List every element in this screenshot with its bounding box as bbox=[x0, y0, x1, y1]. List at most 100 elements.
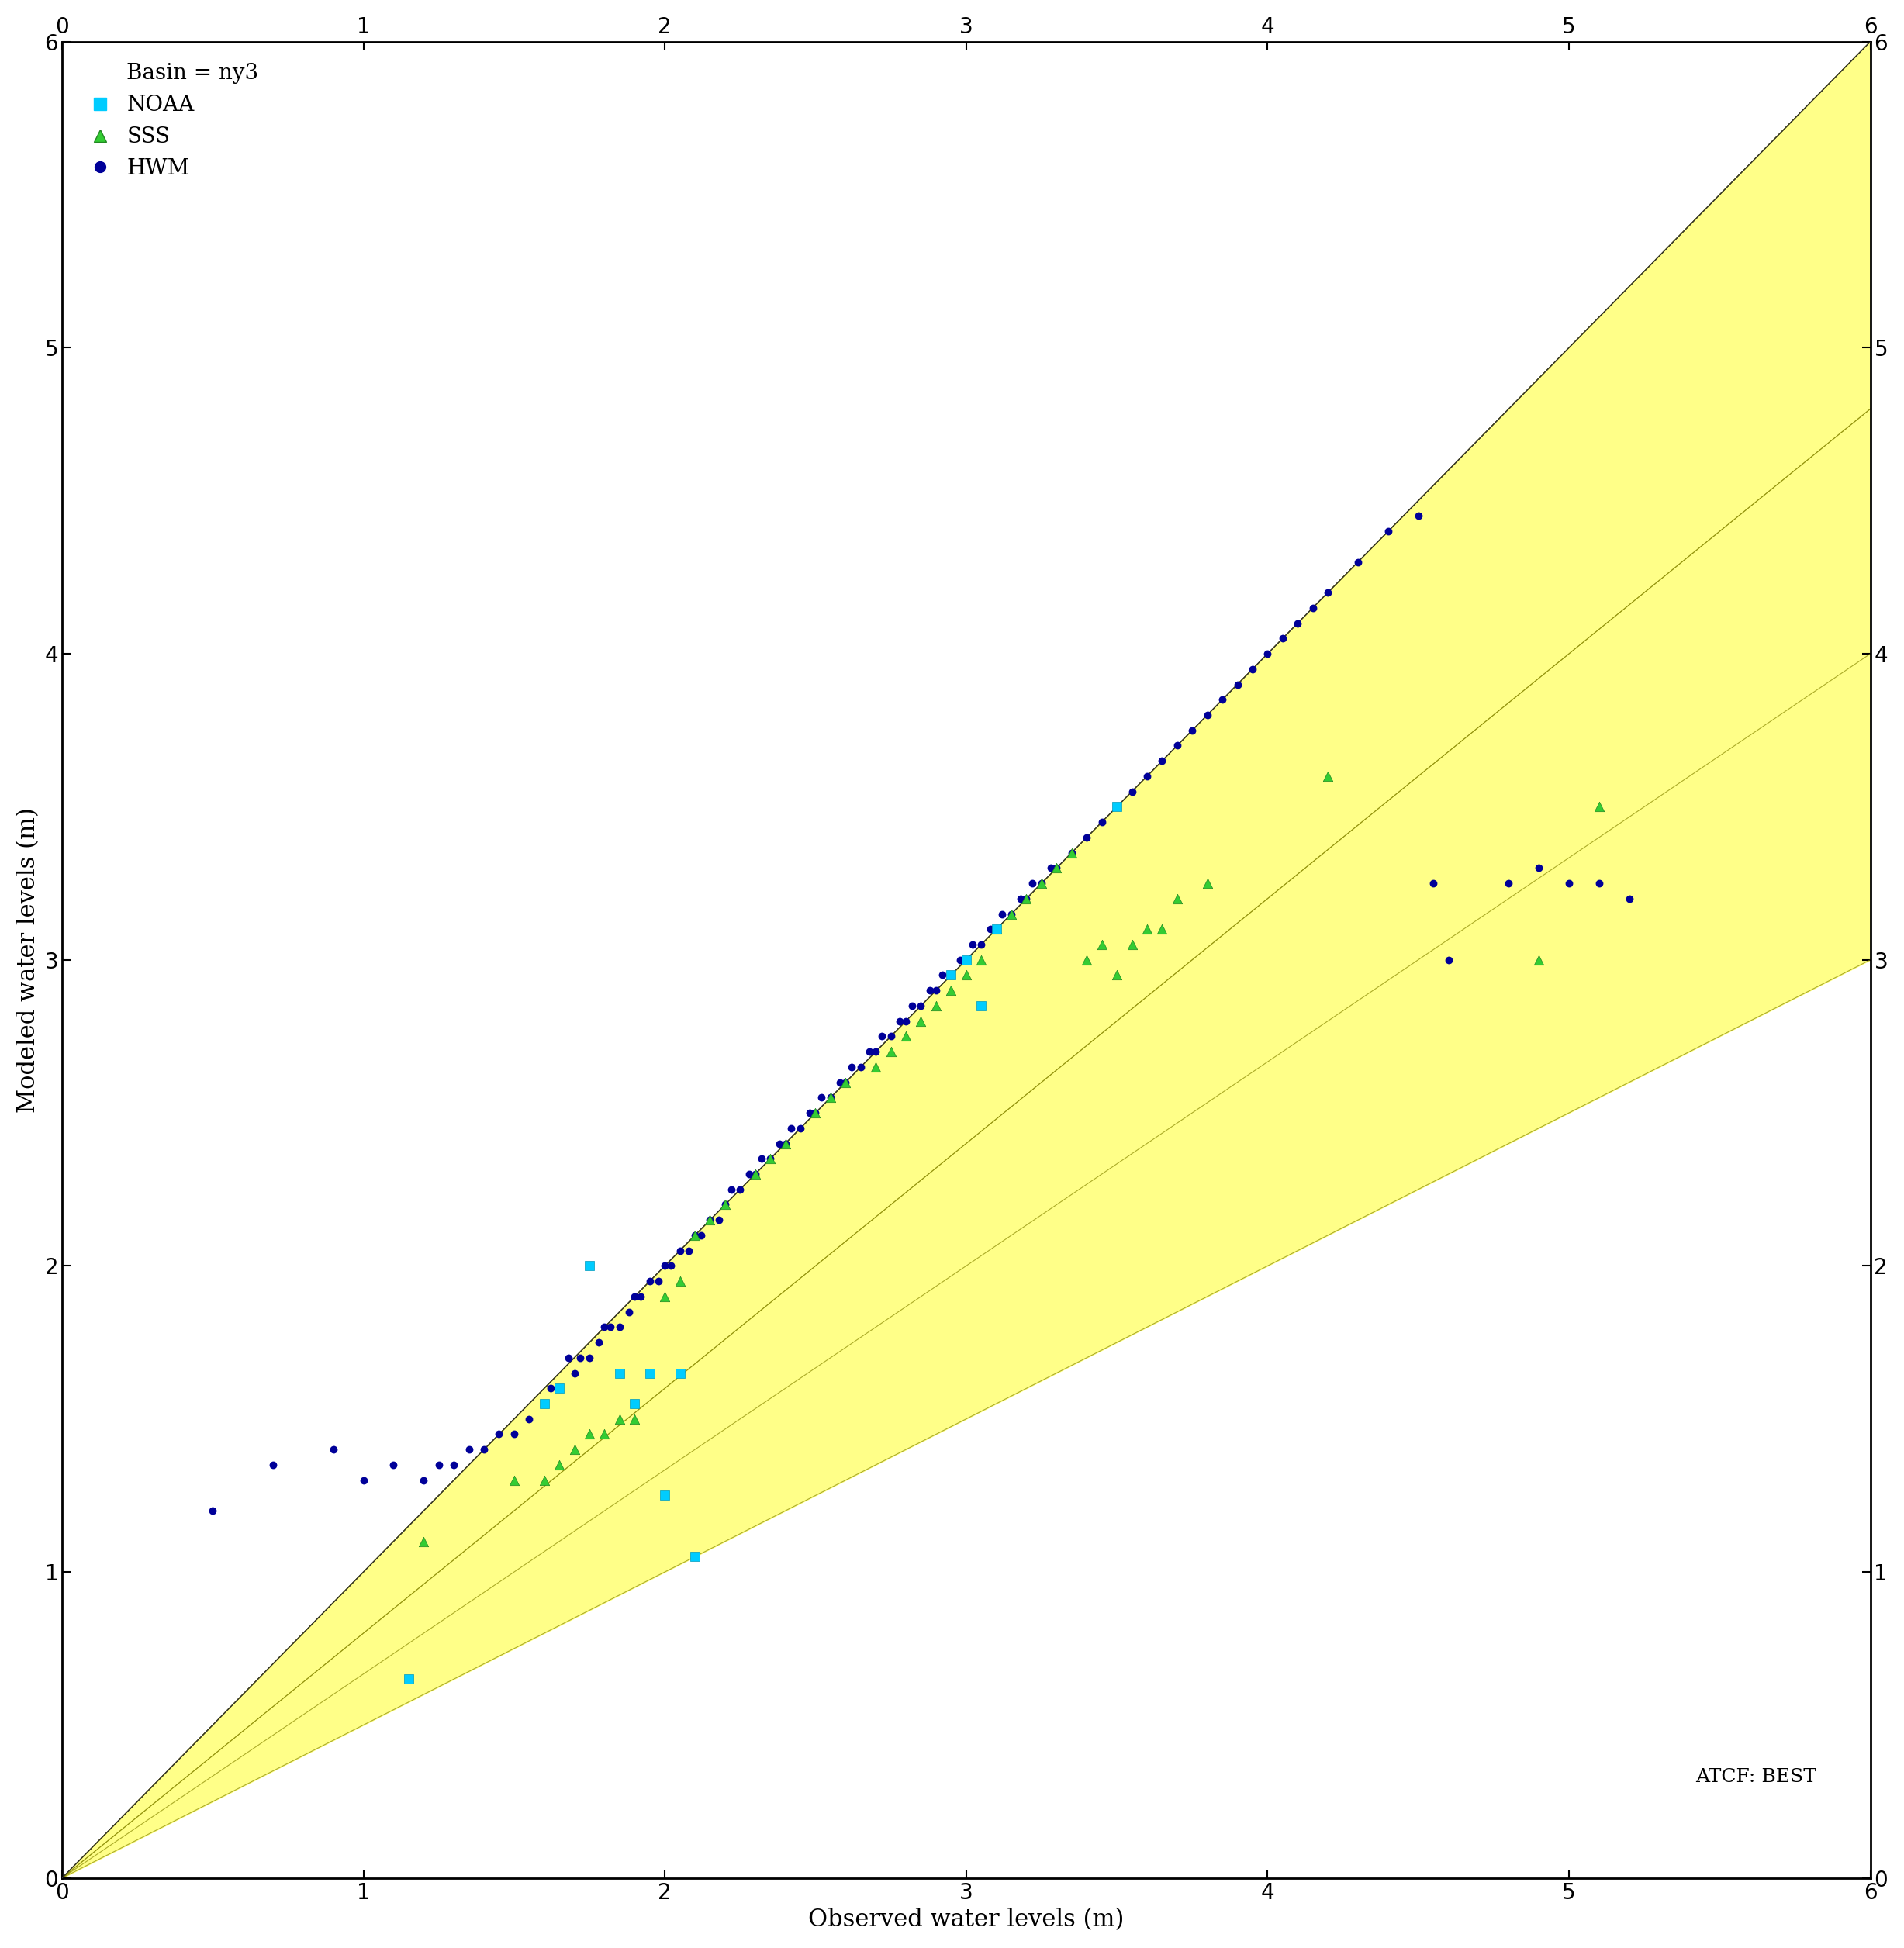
HWM bbox=[1072, 822, 1102, 853]
SSS bbox=[1161, 882, 1192, 914]
SSS bbox=[769, 1128, 800, 1159]
HWM bbox=[710, 1188, 741, 1219]
SSS bbox=[409, 1525, 440, 1556]
HWM bbox=[1026, 867, 1057, 898]
HWM bbox=[800, 1097, 830, 1128]
HWM bbox=[695, 1204, 725, 1235]
HWM bbox=[1554, 867, 1584, 898]
HWM bbox=[1342, 545, 1373, 577]
HWM bbox=[756, 1143, 786, 1175]
HWM bbox=[937, 960, 967, 992]
HWM bbox=[484, 1418, 514, 1449]
HWM bbox=[845, 1052, 876, 1083]
HWM bbox=[1087, 806, 1118, 838]
HWM bbox=[716, 1175, 746, 1206]
HWM bbox=[590, 1311, 621, 1342]
SSS bbox=[604, 1403, 634, 1434]
HWM bbox=[866, 1021, 897, 1052]
HWM bbox=[1253, 639, 1283, 670]
HWM bbox=[565, 1342, 596, 1373]
NOAA bbox=[575, 1251, 605, 1282]
HWM bbox=[554, 1342, 585, 1373]
HWM bbox=[655, 1251, 685, 1282]
HWM bbox=[1005, 882, 1036, 914]
HWM bbox=[1373, 516, 1403, 547]
HWM bbox=[514, 1403, 545, 1434]
SSS bbox=[815, 1081, 845, 1112]
HWM bbox=[438, 1449, 468, 1480]
SSS bbox=[1102, 960, 1133, 992]
HWM bbox=[1118, 775, 1148, 806]
HWM bbox=[922, 974, 952, 1005]
HWM bbox=[1268, 623, 1299, 655]
HWM bbox=[885, 1005, 916, 1036]
SSS bbox=[1057, 838, 1087, 869]
SSS bbox=[1026, 867, 1057, 898]
HWM bbox=[1403, 501, 1434, 532]
NOAA bbox=[950, 945, 981, 976]
HWM bbox=[906, 990, 937, 1021]
SSS bbox=[499, 1465, 529, 1496]
HWM bbox=[1584, 867, 1615, 898]
NOAA bbox=[981, 914, 1011, 945]
SSS bbox=[1087, 929, 1118, 960]
SSS bbox=[1131, 914, 1161, 945]
SSS bbox=[1011, 882, 1041, 914]
HWM bbox=[1161, 730, 1192, 762]
NOAA bbox=[604, 1358, 634, 1389]
HWM bbox=[1434, 945, 1464, 976]
HWM bbox=[704, 1204, 735, 1235]
NOAA bbox=[664, 1358, 695, 1389]
SSS bbox=[965, 945, 996, 976]
HWM bbox=[664, 1235, 695, 1266]
HWM bbox=[1493, 867, 1523, 898]
SSS bbox=[906, 1005, 937, 1036]
NOAA bbox=[680, 1541, 710, 1572]
HWM bbox=[965, 929, 996, 960]
HWM bbox=[583, 1327, 613, 1358]
Text: ATCF: BEST: ATCF: BEST bbox=[1695, 1769, 1816, 1786]
HWM bbox=[1041, 853, 1072, 884]
HWM bbox=[733, 1159, 764, 1190]
HWM bbox=[950, 945, 981, 976]
SSS bbox=[756, 1143, 786, 1175]
HWM bbox=[861, 1036, 891, 1068]
HWM bbox=[897, 990, 927, 1021]
NOAA bbox=[1102, 791, 1133, 822]
HWM bbox=[836, 1052, 866, 1083]
NOAA bbox=[649, 1480, 680, 1512]
SSS bbox=[800, 1097, 830, 1128]
HWM bbox=[1011, 882, 1041, 914]
SSS bbox=[922, 990, 952, 1021]
Y-axis label: Modeled water levels (m): Modeled water levels (m) bbox=[15, 806, 40, 1112]
HWM bbox=[1615, 882, 1645, 914]
NOAA bbox=[545, 1373, 575, 1405]
HWM bbox=[644, 1266, 674, 1297]
SSS bbox=[619, 1403, 649, 1434]
HWM bbox=[927, 960, 958, 992]
HWM bbox=[680, 1219, 710, 1251]
HWM bbox=[625, 1282, 655, 1313]
HWM bbox=[318, 1434, 348, 1465]
HWM bbox=[805, 1081, 836, 1112]
HWM bbox=[619, 1282, 649, 1313]
SSS bbox=[649, 1282, 680, 1313]
SSS bbox=[575, 1418, 605, 1449]
HWM bbox=[1102, 791, 1133, 822]
SSS bbox=[1118, 929, 1148, 960]
SSS bbox=[1072, 945, 1102, 976]
HWM bbox=[996, 898, 1026, 929]
HWM bbox=[1238, 653, 1268, 684]
HWM bbox=[855, 1036, 885, 1068]
HWM bbox=[1146, 746, 1177, 777]
HWM bbox=[784, 1112, 815, 1143]
HWM bbox=[1131, 760, 1161, 791]
HWM bbox=[685, 1219, 716, 1251]
HWM bbox=[981, 914, 1011, 945]
HWM bbox=[1057, 838, 1087, 869]
NOAA bbox=[529, 1389, 560, 1420]
HWM bbox=[958, 929, 988, 960]
SSS bbox=[830, 1068, 861, 1099]
HWM bbox=[824, 1068, 855, 1099]
NOAA bbox=[634, 1358, 664, 1389]
